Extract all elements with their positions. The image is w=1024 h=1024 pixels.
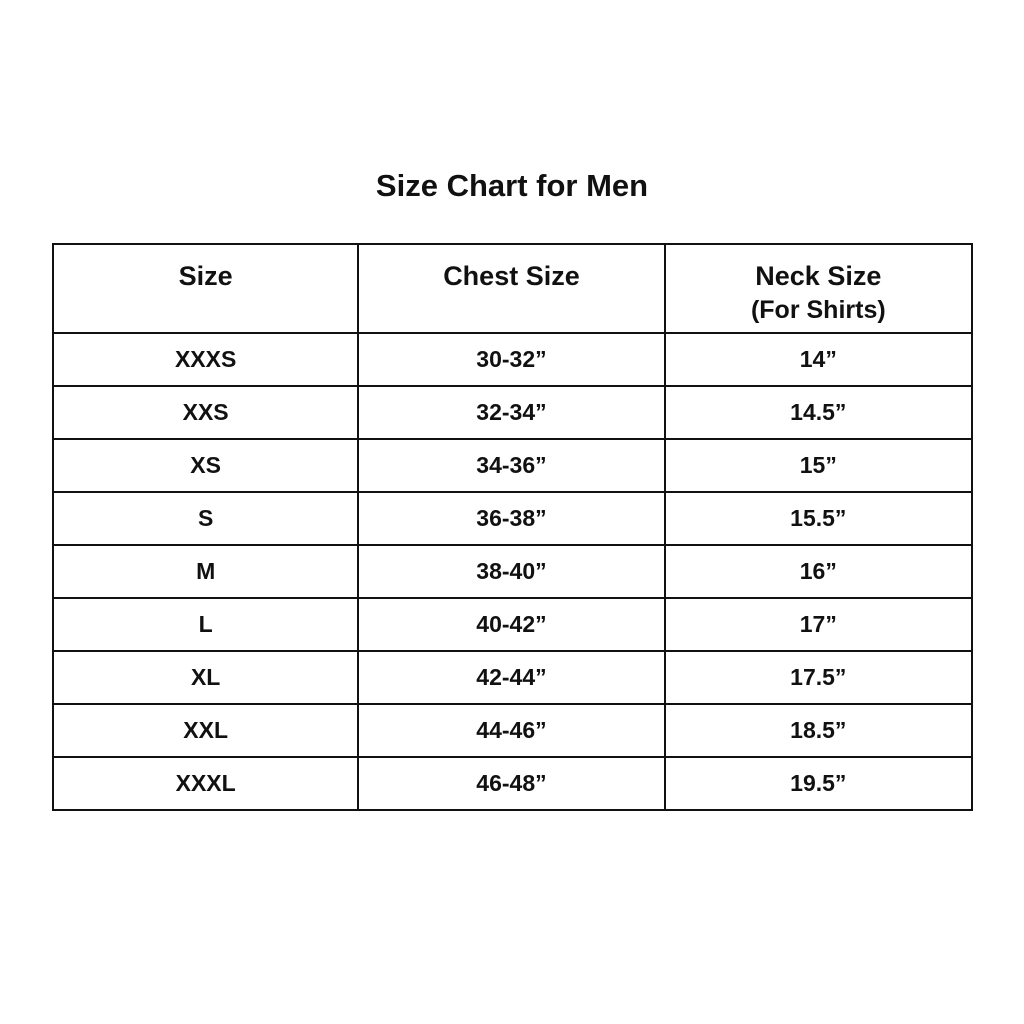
header-row: Size Chest Size Neck Size (For Shirts): [51, 243, 974, 334]
cell-size: XL: [51, 650, 360, 705]
table-row: L 40-42” 17”: [51, 597, 974, 652]
cell-chest: 32-34”: [357, 385, 666, 440]
header-neck-title: Neck Size: [755, 261, 882, 291]
table-row: XXXL 46-48” 19.5”: [51, 756, 974, 811]
header-chest-size: Chest Size: [357, 243, 666, 334]
header-neck-subtitle: (For Shirts): [750, 296, 886, 324]
cell-chest: 40-42”: [357, 597, 666, 652]
cell-neck: 15”: [663, 438, 974, 493]
cell-neck: 17”: [663, 597, 974, 652]
cell-size: XXL: [51, 703, 360, 758]
cell-neck: 16”: [663, 544, 974, 599]
table-row: XS 34-36” 15”: [51, 438, 974, 493]
page-title: Size Chart for Men: [375, 168, 649, 203]
cell-neck: 14.5”: [663, 385, 974, 440]
cell-chest: 34-36”: [357, 438, 666, 493]
table-row: XXXS 30-32” 14”: [51, 332, 974, 387]
cell-size: S: [51, 491, 360, 546]
header-size: Size: [51, 243, 360, 334]
table-row: XL 42-44” 17.5”: [51, 650, 974, 705]
cell-neck: 17.5”: [663, 650, 974, 705]
cell-size: XXS: [51, 385, 360, 440]
cell-neck: 19.5”: [663, 756, 974, 811]
cell-size: L: [51, 597, 360, 652]
table-row: XXS 32-34” 14.5”: [51, 385, 974, 440]
header-neck-size: Neck Size (For Shirts): [663, 243, 974, 334]
table-row: S 36-38” 15.5”: [51, 491, 974, 546]
table-row: M 38-40” 16”: [51, 544, 974, 599]
cell-chest: 46-48”: [357, 756, 666, 811]
table-row: XXL 44-46” 18.5”: [51, 703, 974, 758]
cell-size: XXXL: [51, 756, 360, 811]
size-chart-table: Size Chest Size Neck Size (For Shirts) XX…: [51, 243, 974, 811]
cell-chest: 44-46”: [357, 703, 666, 758]
cell-chest: 36-38”: [357, 491, 666, 546]
cell-chest: 42-44”: [357, 650, 666, 705]
cell-neck: 14”: [663, 332, 974, 387]
cell-neck: 18.5”: [663, 703, 974, 758]
cell-chest: 30-32”: [357, 332, 666, 387]
cell-size: XXXS: [51, 332, 360, 387]
cell-size: XS: [51, 438, 360, 493]
cell-chest: 38-40”: [357, 544, 666, 599]
cell-neck: 15.5”: [663, 491, 974, 546]
cell-size: M: [51, 544, 360, 599]
